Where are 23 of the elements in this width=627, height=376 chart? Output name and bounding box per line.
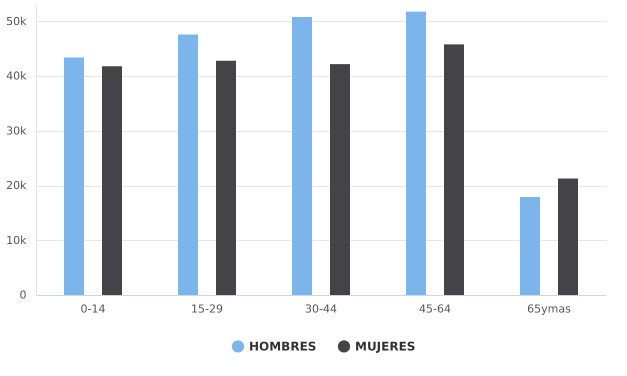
x-tick-label: 0-14 <box>80 302 106 316</box>
bar <box>558 178 578 295</box>
y-tick-label: 0 <box>20 288 26 302</box>
y-tick-label: 40k <box>6 70 28 83</box>
bar <box>330 64 350 295</box>
x-tick-label: 45-64 <box>419 302 451 316</box>
x-tick-label: 65ymas <box>527 302 572 316</box>
y-tick-label: 30k <box>6 124 28 138</box>
bar <box>102 66 122 295</box>
bar <box>178 34 198 295</box>
y-tick-label: 10k <box>6 234 28 247</box>
y-tick-label: 50k <box>6 14 28 28</box>
bar <box>216 60 236 295</box>
x-tick-label: 15-29 <box>191 302 223 316</box>
legend-label: HOMBRES <box>249 339 316 354</box>
bar <box>292 17 312 295</box>
bar <box>520 197 540 295</box>
y-tick-label: 20k <box>6 179 28 192</box>
bar <box>64 58 84 295</box>
x-tick-label: 30-44 <box>305 302 337 316</box>
legend-label: MUJERES <box>355 339 416 354</box>
bar <box>406 12 426 295</box>
bar <box>444 44 464 295</box>
